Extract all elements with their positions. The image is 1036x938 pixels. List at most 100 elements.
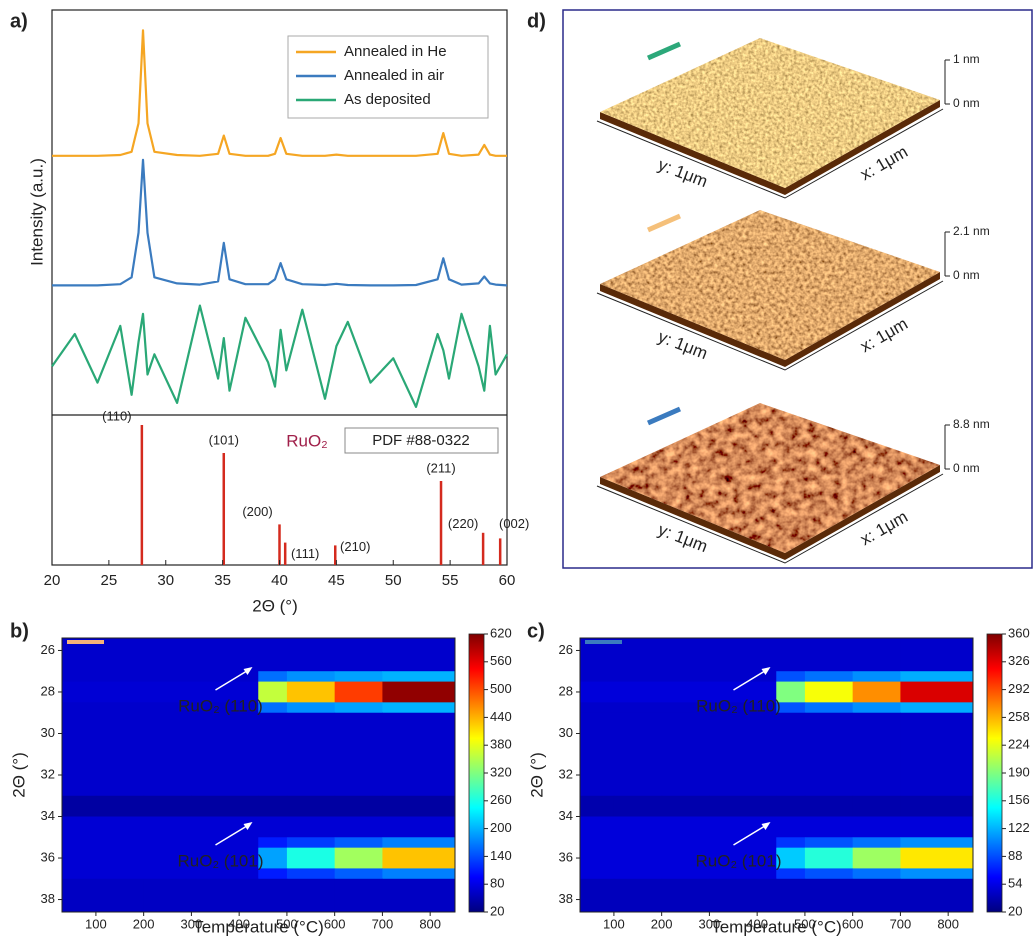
heatmap-cell (580, 681, 615, 703)
legend-label: Annealed in He (344, 43, 447, 60)
heatmap-cell (852, 681, 901, 703)
heatmap-cell (852, 638, 901, 672)
heatmap-cell (613, 816, 663, 838)
heatmap-cell (661, 638, 710, 672)
x-tick-label: 500 (794, 916, 816, 931)
y-tick-label: 38 (559, 891, 573, 906)
colorbar-tick-label: 440 (490, 709, 512, 724)
heatmap-cell (143, 816, 192, 838)
annotation-arrow (215, 824, 249, 846)
panel-label: c) (527, 620, 545, 642)
heatmap-cell (258, 795, 288, 818)
heatmap-cell (661, 681, 710, 703)
heatmap-cell (382, 681, 456, 703)
x-axis-label: 2Θ (°) (252, 596, 298, 615)
heatmap-cell (613, 702, 663, 714)
heatmap-cell (900, 702, 974, 714)
stick-label: (002) (499, 516, 529, 531)
heatmap-cell (258, 837, 288, 849)
x-tick-label: 800 (937, 916, 959, 931)
annotation: RuO₂ (110) (696, 696, 781, 715)
annotation-arrow (215, 669, 249, 691)
heatmap-cell (62, 795, 97, 818)
x-tick-label: 25 (101, 572, 118, 589)
heatmap-cell (580, 847, 615, 869)
y-tick-label: 28 (41, 683, 55, 698)
x-tick-label: 100 (603, 916, 625, 931)
stick-label: (220) (448, 516, 478, 531)
heatmap-cell (191, 847, 259, 869)
colorbar-tick-label: 292 (1008, 681, 1030, 696)
heatmap-cell (191, 681, 259, 703)
x-tick-label: 40 (271, 572, 288, 589)
heatmap-cell (804, 712, 854, 797)
x-tick-label: 200 (651, 916, 673, 931)
heatmap-cell (143, 847, 192, 869)
heatmap-cell (334, 816, 383, 838)
heatmap-cell (334, 837, 383, 849)
heatmap-cell (709, 681, 777, 703)
stick-label: (210) (340, 539, 370, 554)
heatmap-cell (286, 702, 336, 714)
heatmap-cell (382, 702, 456, 714)
heatmap-cell (613, 681, 663, 703)
stick-label: (200) (242, 504, 272, 519)
x-tick-label: 20 (44, 572, 61, 589)
colorbar-tick-label: 258 (1008, 709, 1030, 724)
heatmap-cell (900, 878, 974, 913)
heatmap-cell (709, 671, 777, 683)
colorbar-tick-label: 190 (1008, 764, 1030, 779)
x-tick-label: 800 (419, 916, 441, 931)
heatmap-cell (191, 638, 259, 672)
heatmap-cell (95, 681, 145, 703)
heatmap-cell (580, 878, 615, 913)
heatmap-cell (661, 878, 710, 913)
z-tick-label: 1 nm (953, 52, 980, 66)
colorbar-tick-label: 360 (1008, 625, 1030, 640)
heatmap-cell (62, 816, 97, 838)
heatmap-cell (286, 847, 336, 869)
heatmap-cell (709, 795, 777, 818)
heatmap-cell (709, 847, 777, 869)
heatmap-cell (852, 795, 901, 818)
heatmap-cell (709, 712, 777, 797)
heatmap-cell (852, 837, 901, 849)
heatmap-cell (900, 638, 974, 672)
heatmap-cell (191, 712, 259, 797)
heatmap-cell (95, 671, 145, 683)
y-tick-label: 28 (559, 683, 573, 698)
heatmap-cell (95, 795, 145, 818)
heatmap-cell (143, 681, 192, 703)
stick-label: (110) (102, 408, 131, 423)
heatmap-cell (661, 837, 710, 849)
series-line (51, 304, 508, 408)
colorbar-tick-label: 20 (490, 903, 504, 918)
heatmap-cell (95, 878, 145, 913)
heatmap-cell (613, 712, 663, 797)
x-tick-label: 400 (228, 916, 250, 931)
colorbar-tick-label: 200 (490, 820, 512, 835)
x-tick-label: 300 (181, 916, 203, 931)
heatmap-cell (382, 816, 456, 838)
heatmap-cell (258, 878, 288, 913)
colorbar-tick-label: 88 (1008, 848, 1022, 863)
y-tick-label: 30 (559, 725, 573, 740)
heatmap-cell (900, 712, 974, 797)
heatmap-cell (580, 712, 615, 797)
heatmap-cell (62, 837, 97, 849)
colorbar-tick-label: 156 (1008, 792, 1030, 807)
panel-label: d) (527, 10, 546, 32)
heatmap-cell (286, 638, 336, 672)
colorbar-tick-label: 326 (1008, 653, 1030, 668)
z-tick-label: 2.1 nm (953, 224, 990, 238)
reference-box (344, 427, 499, 454)
x-tick-label: 300 (699, 916, 721, 931)
heatmap-cell (143, 837, 192, 849)
surface-axes (596, 108, 944, 199)
heatmap-cell (776, 816, 806, 838)
surface-image (600, 210, 940, 360)
surface-axes (596, 280, 944, 371)
heatmap-cell (580, 868, 615, 880)
x-tick-label: 45 (328, 572, 345, 589)
heatmap-cell (286, 837, 336, 849)
